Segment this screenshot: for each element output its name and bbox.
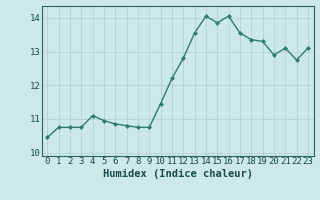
X-axis label: Humidex (Indice chaleur): Humidex (Indice chaleur)	[103, 169, 252, 179]
